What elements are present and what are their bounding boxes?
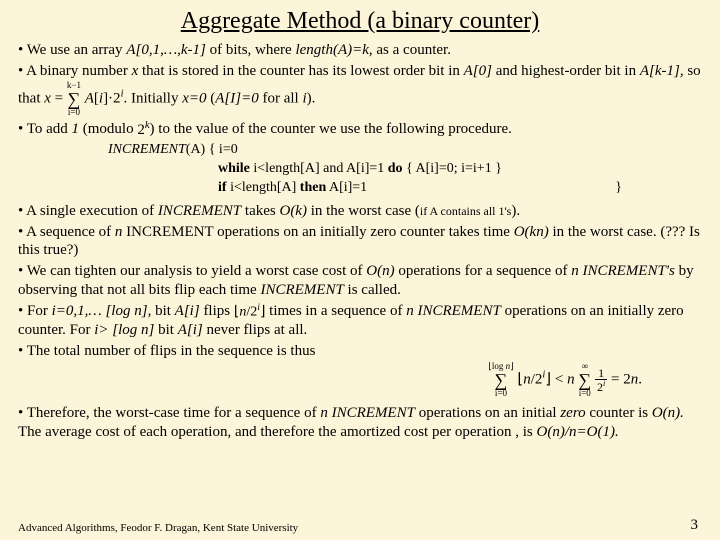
t: ( [207,90,216,106]
t: INCREMENT [260,282,343,298]
t: • A binary number [18,63,132,79]
t: A[i] [178,322,203,338]
t: . Initially [123,90,182,106]
slide-title: Aggregate Method (a binary counter) [18,8,702,35]
t: • To add [18,120,72,136]
t: INCREMENT [108,142,186,157]
t: and highest-order bit in [492,63,640,79]
t: for all [259,90,303,106]
t: • We can tighten our analysis to yield a… [18,263,366,279]
t: in the worst case ( [307,203,420,219]
t: • For [18,303,52,319]
bullet-1: • We use an array A[0,1,…,k-1] of bits, … [18,41,702,60]
t: i=0,1,… [log n], [52,303,152,319]
t: A[i] [175,303,200,319]
footer-text: Advanced Algorithms, Feodor F. Dragan, K… [18,522,298,534]
formula-x-sum: x = k−1∑i=0 A[i]·2i [44,81,123,117]
t: A[0] [464,63,492,79]
t: do [388,161,403,176]
t: while [218,161,250,176]
t: x=0 [182,90,206,106]
t: } [615,179,702,198]
t: operations on an initial [415,405,560,421]
t: O(kn) [514,224,549,240]
t: of bits, where [206,42,296,58]
t: • We use an array [18,42,126,58]
t: then [300,180,326,195]
t: ). [511,203,520,219]
t: ) to the value of the counter we use the… [150,120,512,136]
t: ). [307,90,316,106]
bullet-6: • We can tighten our analysis to yield a… [18,262,702,300]
t: { A[i]=0; i=i+1 } [403,161,502,176]
bullet-9: • Therefore, the worst-case time for a s… [18,404,702,442]
t: i<length[A] and A[i]=1 [250,161,388,176]
bullet-4: • A single execution of INCREMENT takes … [18,202,702,221]
t: 1 [72,120,80,136]
t: • A sequence of [18,224,115,240]
t: • A single execution of [18,203,158,219]
t: O(n) [366,263,394,279]
t: , as a counter. [369,42,451,58]
t: A[k-1], [640,63,684,79]
page-number: 3 [691,517,699,534]
bullet-5: • A sequence of n INCREMENT operations o… [18,223,702,261]
t: never flips at all. [203,322,308,338]
t: times in a sequence of [269,303,406,319]
t: n INCREMENT [406,303,501,319]
t: bit [154,322,177,338]
code-block: INCREMENT(A) { i=0 while i<length[A] and… [108,141,702,198]
t: A[0,1,…,k-1] [126,42,206,58]
t: O(n). [652,405,684,421]
t: INCREMENT operations on an initially zer… [122,224,513,240]
t: (modulo [79,120,137,136]
t: length(A)=k [295,42,368,58]
t: O(k) [279,203,306,219]
bullet-2: • A binary number x that is stored in th… [18,62,702,117]
t: • Therefore, the worst-case time for a s… [18,405,320,421]
t: if A contains all 1's [420,204,512,218]
t: i> [log n] [94,322,154,338]
t: INCREMENT [158,203,241,219]
formula-floor: ⌊n/2i⌋ [234,302,266,321]
formula-2k: 2k [137,119,149,140]
t: • The total number of flips in the seque… [18,343,315,359]
t: takes [241,203,279,219]
t: if [218,180,227,195]
t: n INCREMENT's [571,263,675,279]
t: zero [560,405,585,421]
t: is called. [344,282,401,298]
t: The average cost of each operation, and … [18,424,537,440]
t: operations for a sequence of [395,263,572,279]
t: counter is [586,405,652,421]
t: A[i]=1 [326,180,367,195]
t: i<length[A] [227,180,300,195]
slide-body: • We use an array A[0,1,…,k-1] of bits, … [18,41,702,442]
t: (A) { i=0 [186,142,238,157]
bullet-8: • The total number of flips in the seque… [18,342,702,361]
t: flips [200,303,234,319]
bullet-7: • For i=0,1,… [log n], bit A[i] flips ⌊n… [18,302,702,340]
formula-sum-total: ⌊log n⌋∑i=0 ⌊n/2i⌋ < n ∞∑i=0 12i = 2n. [18,362,702,398]
t: that is stored in the counter has its lo… [138,63,463,79]
bullet-3: • To add 1 (modulo 2k) to the value of t… [18,119,702,140]
t: A[I]=0 [215,90,258,106]
t: bit [151,303,174,319]
t: n INCREMENT [320,405,415,421]
t: O(n)/n=O(1). [537,424,619,440]
